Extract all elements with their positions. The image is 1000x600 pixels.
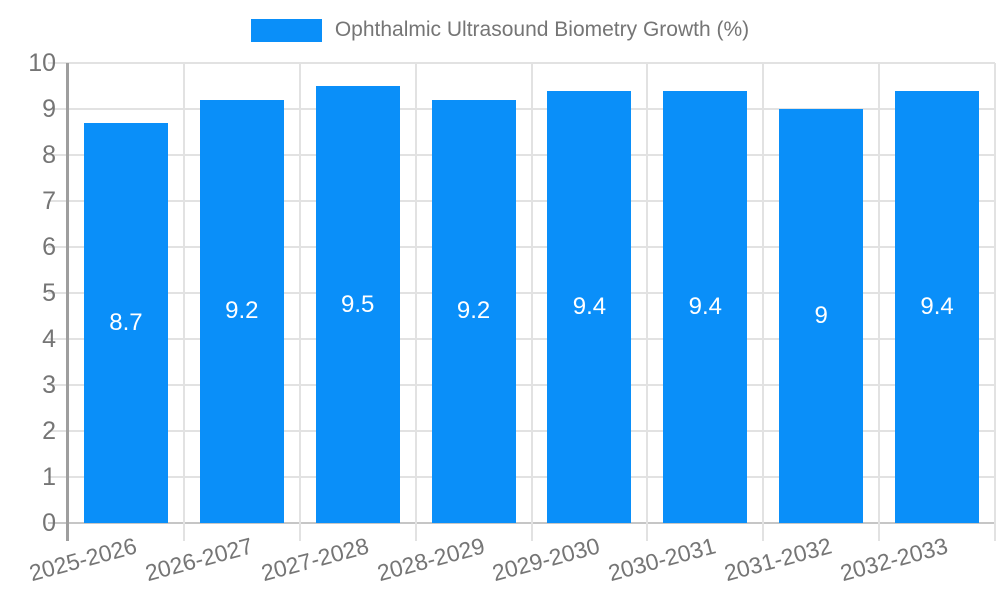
y-axis-line (66, 63, 69, 541)
y-tick-label: 4 (42, 325, 56, 353)
y-tick-label: 8 (42, 141, 56, 169)
bar[interactable]: 9.2 (199, 99, 284, 523)
gridline-horizontal (48, 200, 995, 202)
bar-value-label: 9.4 (920, 292, 954, 320)
bar[interactable]: 9.2 (431, 99, 516, 523)
y-tick-label: 1 (42, 463, 56, 491)
legend: Ophthalmic Ultrasound Biometry Growth (%… (0, 18, 1000, 42)
gridline-horizontal (48, 476, 995, 478)
plot-area: 0 1 2 3 4 5 6 7 8 9 10 8.7 2025-2026 9.2 2026-2027 9.5 2… (26, 49, 996, 586)
gridline-vertical (878, 63, 881, 541)
gridline-horizontal (48, 338, 995, 340)
bar-value-label: 9.2 (456, 297, 491, 325)
bar[interactable]: 9.5 (315, 86, 400, 523)
y-tick-label: 10 (28, 49, 56, 77)
legend-swatch-icon (250, 18, 322, 42)
gridline-horizontal (48, 246, 995, 248)
y-tick-label: 7 (42, 187, 56, 215)
y-tick-label: 2 (42, 417, 56, 445)
gridline-vertical (646, 63, 649, 541)
gridline-vertical (994, 63, 996, 541)
bar[interactable]: 9.4 (663, 90, 748, 523)
bar-value-label: 9.5 (341, 290, 375, 318)
gridline-vertical (182, 63, 185, 541)
bar[interactable]: 8.7 (83, 122, 168, 523)
y-tick-label: 6 (42, 233, 56, 261)
legend-label: Ophthalmic Ultrasound Biometry Growth (%… (334, 18, 750, 41)
y-tick-label: 5 (42, 279, 56, 307)
bar-value-label: 9.4 (688, 292, 722, 320)
gridline-vertical (414, 63, 417, 541)
gridline-horizontal (48, 430, 995, 432)
y-tick-label: 0 (42, 509, 56, 537)
bar-value-label: 9.2 (225, 297, 259, 325)
gridline-horizontal (48, 154, 995, 156)
gridline-vertical (762, 63, 765, 541)
bar-value-label: 9.4 (572, 292, 607, 320)
bar[interactable]: 9.4 (895, 90, 980, 523)
gridline-horizontal (48, 384, 995, 386)
gridline-horizontal (48, 522, 995, 524)
gridline-vertical (298, 63, 301, 541)
bar-value-label: 8.7 (109, 308, 143, 336)
gridline-vertical (530, 63, 533, 541)
gridline-horizontal (48, 108, 995, 110)
y-tick-label: 3 (42, 371, 56, 399)
legend-item[interactable]: Ophthalmic Ultrasound Biometry Growth (%… (250, 18, 750, 42)
bar[interactable]: 9 (779, 109, 864, 523)
gridline-horizontal (48, 292, 995, 294)
gridline-horizontal (48, 62, 995, 64)
y-tick-label: 9 (42, 95, 56, 123)
bar[interactable]: 9.4 (547, 90, 632, 523)
bar-value-label: 9 (814, 302, 828, 329)
